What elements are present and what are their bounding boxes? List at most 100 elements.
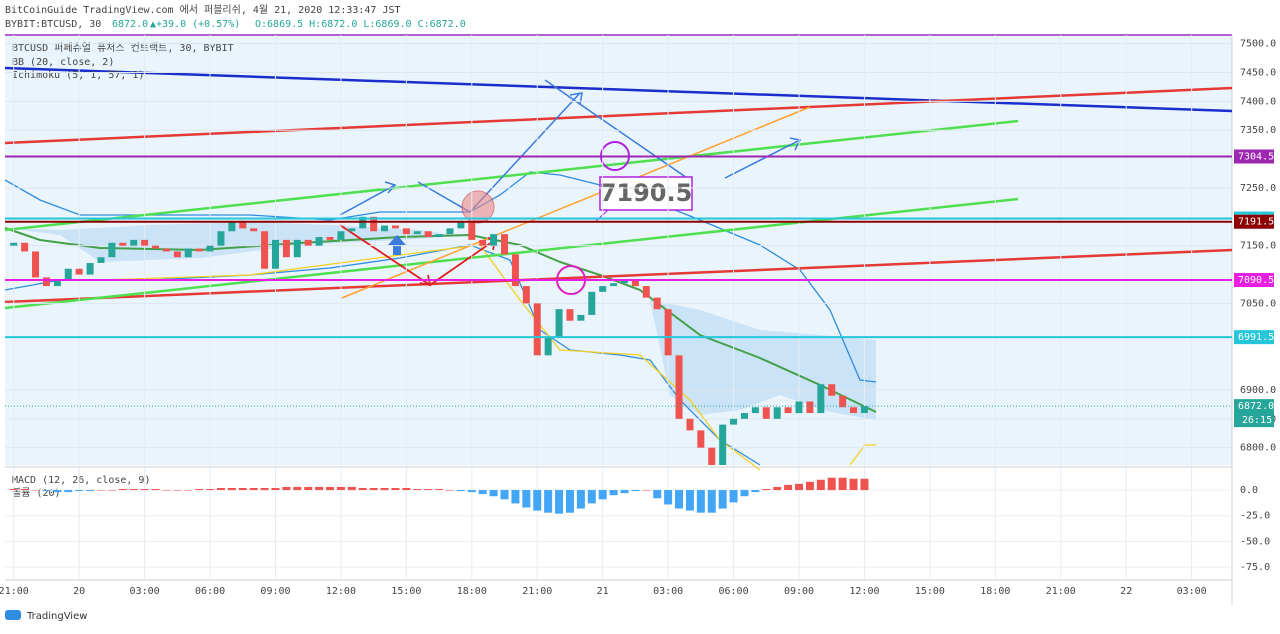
- macd-bar: [565, 490, 574, 513]
- up-arrow: [388, 235, 406, 255]
- macd-bar: [118, 489, 127, 491]
- candle: [751, 407, 759, 414]
- macd-bar: [696, 490, 705, 513]
- candle: [446, 228, 454, 235]
- candle: [337, 231, 345, 240]
- macd-bar: [162, 490, 171, 491]
- candle: [304, 239, 312, 246]
- macd-bar: [729, 490, 738, 503]
- y-tick-label: 7050.0: [1240, 298, 1276, 309]
- candle: [457, 222, 465, 229]
- candle: [850, 407, 858, 414]
- macd-bar: [238, 487, 247, 491]
- candle: [130, 239, 138, 246]
- candle: [599, 286, 607, 292]
- candle: [435, 234, 443, 238]
- macd-bar: [315, 486, 324, 491]
- logo: [5, 610, 21, 620]
- candle: [348, 228, 356, 232]
- macd-bar: [347, 486, 356, 491]
- candle: [839, 395, 847, 408]
- macd-bar: [413, 489, 422, 491]
- candle: [784, 407, 792, 414]
- macd-bar: [456, 490, 465, 492]
- macd-bar: [827, 477, 836, 491]
- macd-bar: [435, 489, 444, 491]
- macd-bar: [631, 490, 640, 492]
- macd-bar: [544, 490, 553, 513]
- y-tick-label: -75.0: [1240, 562, 1270, 573]
- header-title: BitCoinGuide TradingView.com 에서 퍼블리쉬, 4월…: [5, 4, 401, 16]
- legend: Ichimoku (5, 1, 57, 1): [12, 70, 144, 81]
- macd-bar: [271, 487, 280, 491]
- macd-bar: [805, 481, 814, 491]
- macd-bar: [445, 490, 454, 491]
- y-tick-label: 6800.0: [1240, 443, 1276, 454]
- candle: [239, 222, 247, 229]
- macd-bar: [424, 489, 433, 491]
- x-tick-label: 21: [597, 586, 609, 597]
- candle: [184, 248, 192, 258]
- footer: TradingView: [26, 611, 87, 622]
- macd-bar: [184, 490, 193, 491]
- macd-bar: [478, 490, 487, 495]
- candle: [479, 239, 487, 246]
- candle: [326, 237, 334, 240]
- candle: [86, 262, 94, 275]
- macd-bar: [533, 490, 542, 511]
- y-tick-label: -25.0: [1240, 511, 1270, 522]
- symbol: BYBIT:BTCUSD, 30: [5, 19, 101, 30]
- x-tick-label: 03:00: [653, 586, 683, 597]
- candle: [501, 234, 509, 255]
- candle: [152, 245, 160, 249]
- macd-bar: [53, 490, 62, 493]
- candle: [860, 406, 868, 414]
- price-badge-label: 6991.5: [1238, 332, 1274, 343]
- macd-bar: [838, 477, 847, 491]
- y-tick-label: 7450.0: [1240, 68, 1276, 79]
- candle: [719, 424, 727, 465]
- candle: [370, 216, 378, 232]
- x-tick-label: 15:00: [391, 586, 421, 597]
- candle: [631, 280, 639, 287]
- macd-bar: [511, 490, 520, 504]
- cloud: [5, 222, 460, 262]
- candle: [490, 234, 498, 246]
- candle: [511, 254, 519, 287]
- candle: [828, 384, 836, 396]
- candle: [32, 251, 40, 278]
- candle: [686, 418, 694, 431]
- candle: [468, 222, 476, 240]
- y-tick-label: 6900.0: [1240, 385, 1276, 396]
- price-badge-label: 7090.5: [1238, 275, 1274, 286]
- candle: [675, 355, 683, 419]
- macd-bar: [751, 490, 760, 493]
- candle: [97, 257, 105, 263]
- price-badge: [1234, 214, 1274, 229]
- macd-bar: [293, 486, 302, 491]
- macd-bar: [336, 486, 345, 491]
- trendlines: [4, 66, 1233, 310]
- annotation: 7190.5: [600, 179, 693, 207]
- candle: [53, 280, 61, 287]
- macd-bar: [489, 490, 498, 497]
- candle: [577, 314, 585, 321]
- candle: [108, 242, 116, 258]
- macd-bar: [718, 490, 727, 509]
- y-tick-label: -50.0: [1240, 536, 1270, 547]
- candle: [282, 239, 290, 258]
- candle: [21, 242, 29, 252]
- macd-bar: [609, 490, 618, 496]
- macd-bar: [20, 489, 29, 491]
- macd-bar: [129, 489, 138, 491]
- price-badge-label: 7304.5: [1238, 151, 1274, 162]
- macd-bar: [860, 478, 869, 491]
- countdown: 26:15: [1242, 415, 1272, 426]
- macd-bar: [227, 487, 236, 491]
- candle: [141, 239, 149, 246]
- macd-bar: [576, 490, 585, 509]
- macd-bar: [620, 490, 629, 494]
- x-tick-label: 03:00: [1177, 586, 1207, 597]
- macd-bar: [402, 487, 411, 491]
